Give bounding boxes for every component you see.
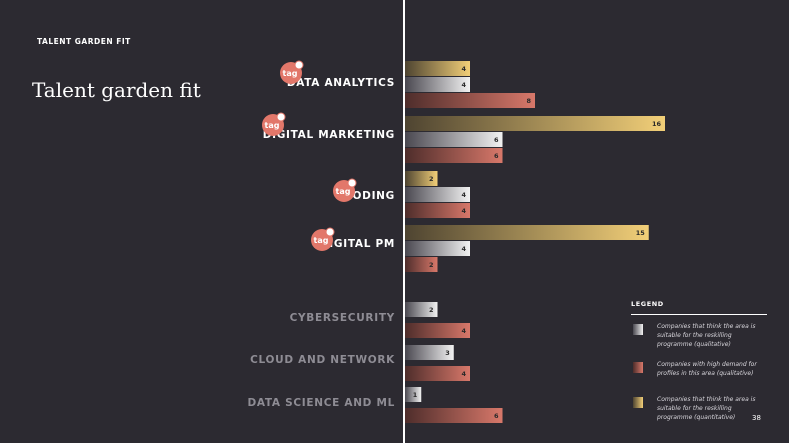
- bar-value-label: 4: [461, 81, 466, 89]
- bar-cybersecurity-high_demand: [405, 323, 470, 338]
- bar-value-label: 3: [445, 349, 450, 357]
- bar-value-label: 2: [429, 261, 434, 269]
- bar-value-label: 2: [429, 306, 434, 314]
- bar-data-analytics-quantitative_fit: [405, 61, 470, 76]
- category-label-coding: CODING: [344, 190, 395, 202]
- bar-value-label: 16: [652, 120, 662, 128]
- bar-value-label: 6: [494, 412, 499, 420]
- bar-data-science-and-ml-qualitative_fit: [405, 387, 422, 402]
- legend-label: Companies with high demand for profiles …: [657, 361, 757, 377]
- legend-swatch-qualitative-fit: [633, 324, 643, 335]
- bar-value-label: 4: [461, 191, 466, 199]
- bar-coding-quantitative_fit: [405, 171, 438, 186]
- speech-bubble-icon: [276, 112, 286, 122]
- legend-title: LEGEND: [631, 300, 767, 315]
- bar-coding-qualitative_fit: [405, 187, 470, 202]
- bar-value-label: 2: [429, 175, 434, 183]
- bar-digital-marketing-high_demand: [405, 148, 503, 163]
- legend: LEGEND Companies that think the area is …: [631, 300, 767, 421]
- bar-digital-pm-qualitative_fit: [405, 241, 470, 256]
- bar-digital-pm-high_demand: [405, 257, 438, 272]
- legend-label: Companies that think the area is suitabl…: [657, 396, 756, 421]
- bar-digital-pm-quantitative_fit: [405, 225, 649, 240]
- tag-badge-text: tag: [336, 187, 351, 196]
- bar-value-label: 6: [494, 136, 499, 144]
- speech-bubble-icon: [347, 178, 357, 188]
- bar-value-label: 8: [526, 97, 531, 105]
- category-label-cybersecurity: CYBERSECURITY: [290, 312, 395, 324]
- tag-badge-text: tag: [283, 69, 298, 78]
- bar-digital-marketing-quantitative_fit: [405, 116, 665, 131]
- category-label-data-science-and-ml: DATA SCIENCE AND ML: [247, 397, 395, 409]
- speech-bubble-icon: [325, 227, 335, 237]
- bar-data-analytics-qualitative_fit: [405, 77, 470, 92]
- category-label-digital-pm: DIGITAL PM: [320, 238, 395, 250]
- bar-value-label: 4: [461, 65, 466, 73]
- bar-value-label: 4: [461, 370, 466, 378]
- tag-badge-text: tag: [314, 236, 329, 245]
- bar-value-label: 15: [636, 229, 646, 237]
- bar-value-label: 4: [461, 245, 466, 253]
- bar-value-label: 1: [413, 391, 418, 399]
- legend-swatch-high-demand: [633, 362, 643, 373]
- speech-bubble-icon: [294, 60, 304, 70]
- bar-coding-high_demand: [405, 203, 470, 218]
- bar-value-label: 4: [461, 207, 466, 215]
- bar-value-label: 4: [461, 327, 466, 335]
- category-label-data-analytics: DATA ANALYTICS: [287, 77, 395, 89]
- bar-data-science-and-ml-high_demand: [405, 408, 503, 423]
- bar-cybersecurity-qualitative_fit: [405, 302, 438, 317]
- category-label-cloud-and-network: CLOUD AND NETWORK: [250, 354, 395, 366]
- bar-cloud-and-network-qualitative_fit: [405, 345, 454, 360]
- bar-digital-marketing-qualitative_fit: [405, 132, 503, 147]
- chart-axis-divider: [403, 0, 405, 443]
- page-number: 38: [752, 414, 761, 422]
- page-title: Talent garden fit: [32, 78, 201, 102]
- legend-swatch-quantitative-fit: [633, 397, 643, 408]
- bar-data-analytics-high_demand: [405, 93, 535, 108]
- tag-badge-text: tag: [265, 121, 280, 130]
- category-label-digital-marketing: DIGITAL MARKETING: [263, 129, 395, 141]
- section-label: TALENT GARDEN FIT: [37, 37, 131, 46]
- bar-value-label: 6: [494, 152, 499, 160]
- bar-cloud-and-network-high_demand: [405, 366, 470, 381]
- legend-label: Companies that think the area is suitabl…: [657, 323, 756, 348]
